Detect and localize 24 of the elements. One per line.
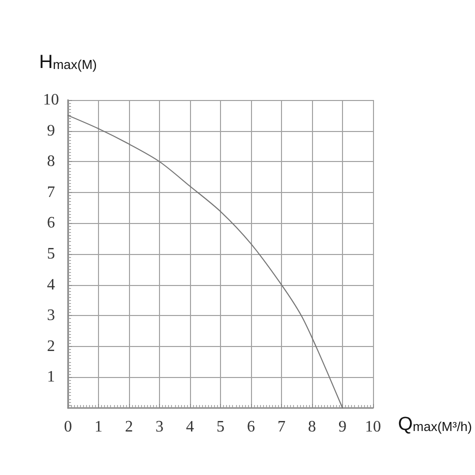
x-tick-label: 6: [247, 418, 255, 436]
x-tick-label: 3: [156, 418, 164, 436]
y-tick-label: 2: [47, 338, 55, 355]
x-tick-label: 10: [365, 418, 382, 436]
x-tick-label: 7: [278, 418, 286, 436]
x-tick-label: 2: [125, 418, 133, 436]
x-tick-label: 0: [64, 418, 72, 436]
y-tick-label: 8: [47, 153, 55, 170]
y-tick-label: 6: [47, 214, 55, 232]
x-tick-label: 8: [308, 418, 316, 436]
x-tick-label: 9: [338, 418, 347, 436]
x-tick-label: 1: [94, 418, 102, 436]
y-tick-label: 10: [43, 92, 59, 108]
y-tick-label: 9: [47, 122, 55, 140]
y-tick-label: 1: [47, 368, 55, 386]
line-series: [68, 114, 344, 408]
y-axis-title: Hmax(M): [39, 52, 97, 73]
x-axis-title: Qmax(M³/h): [398, 414, 472, 435]
y-tick-label: 5: [47, 246, 55, 262]
x-tick-label: 4: [186, 418, 194, 436]
y-tick-label: 4: [47, 276, 55, 294]
x-tick-label: 5: [216, 418, 224, 436]
y-tick-label: 3: [47, 307, 55, 324]
y-tick-label: 7: [47, 184, 55, 201]
